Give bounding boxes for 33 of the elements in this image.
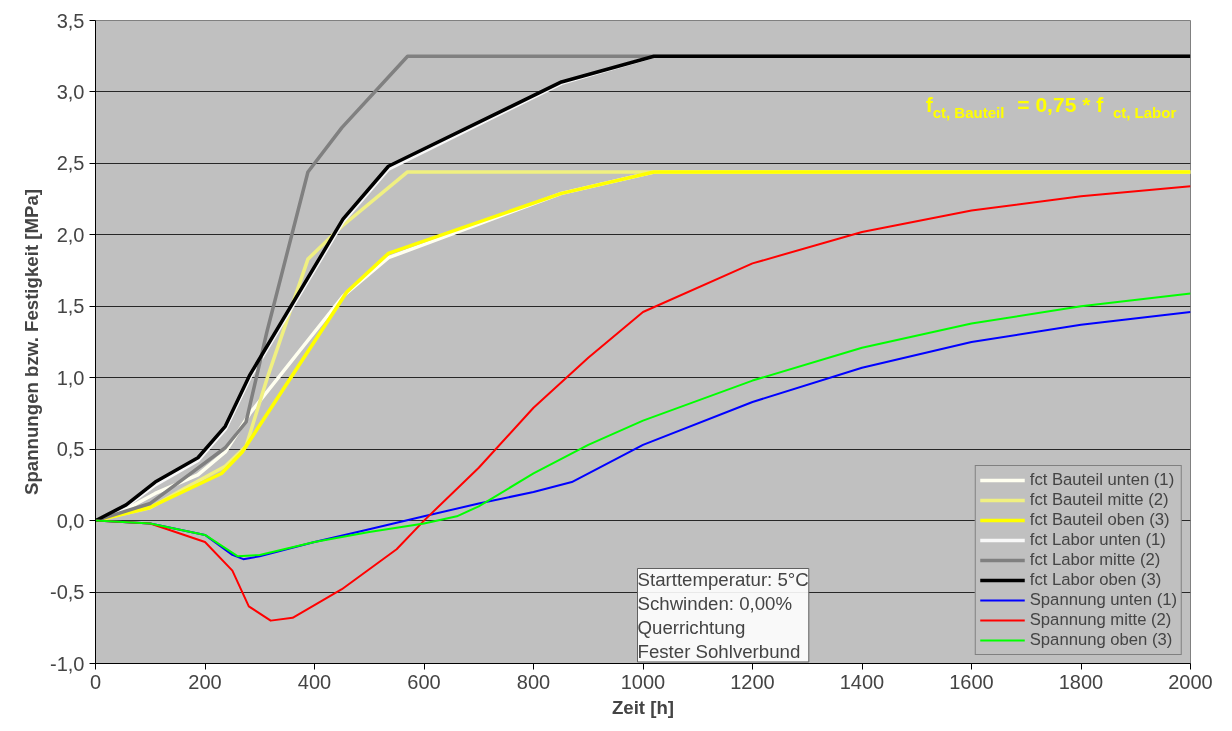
legend-label: fct Labor mitte (2) (1029, 550, 1161, 570)
x-tick-label: 200 (188, 670, 222, 693)
y-tick-label: 3,5 (56, 9, 85, 32)
legend-label: fct Labor oben (3) (1029, 570, 1162, 590)
y-tick-label: -1,0 (50, 652, 85, 675)
x-tick-label: 800 (516, 670, 551, 693)
x-tick-label: 1600 (949, 670, 994, 693)
annotation: Starttemperatur: 5°C Schwinden: 0,00% Querrichtung Fester Sohlverbund (637, 568, 809, 662)
legend-label: fct Labor unten (1) (1029, 530, 1166, 550)
x-axis-title: Zeit [h] (611, 696, 675, 718)
y-tick-label: 1,5 (56, 295, 85, 318)
x-tick-label: 400 (297, 670, 332, 693)
x-tick-label: 1200 (730, 670, 775, 693)
legend-label: Spannung mitte (2) (1029, 610, 1172, 630)
y-tick-label: 0,5 (56, 438, 85, 461)
legend-label: fct Bauteil unten (1) (1029, 470, 1175, 490)
y-axis-title: Spannungen bzw. Festigkeit [MPa] (21, 188, 43, 496)
x-tick-label: 2000 (1168, 670, 1213, 693)
y-tick-label: 1,0 (56, 366, 85, 389)
legend-label: fct Bauteil oben (3) (1029, 510, 1170, 530)
y-tick-label: 2,5 (56, 152, 85, 175)
x-tick-label: 1800 (1058, 670, 1104, 693)
legend-label: fct Bauteil mitte (2) (1029, 490, 1169, 510)
y-tick-label: 0,0 (56, 509, 85, 532)
y-tick-label: 2,0 (56, 223, 85, 246)
x-tick-label: 0 (89, 670, 102, 693)
x-tick-label: 600 (407, 670, 441, 693)
legend-label: Spannung unten (1) (1029, 590, 1177, 610)
legend-label: Spannung oben (3) (1029, 630, 1173, 650)
y-tick-label: -0,5 (50, 581, 85, 604)
x-tick-label: 1000 (620, 670, 666, 693)
y-tick-label: 3,0 (56, 80, 85, 103)
x-tick-label: 1400 (839, 670, 885, 693)
